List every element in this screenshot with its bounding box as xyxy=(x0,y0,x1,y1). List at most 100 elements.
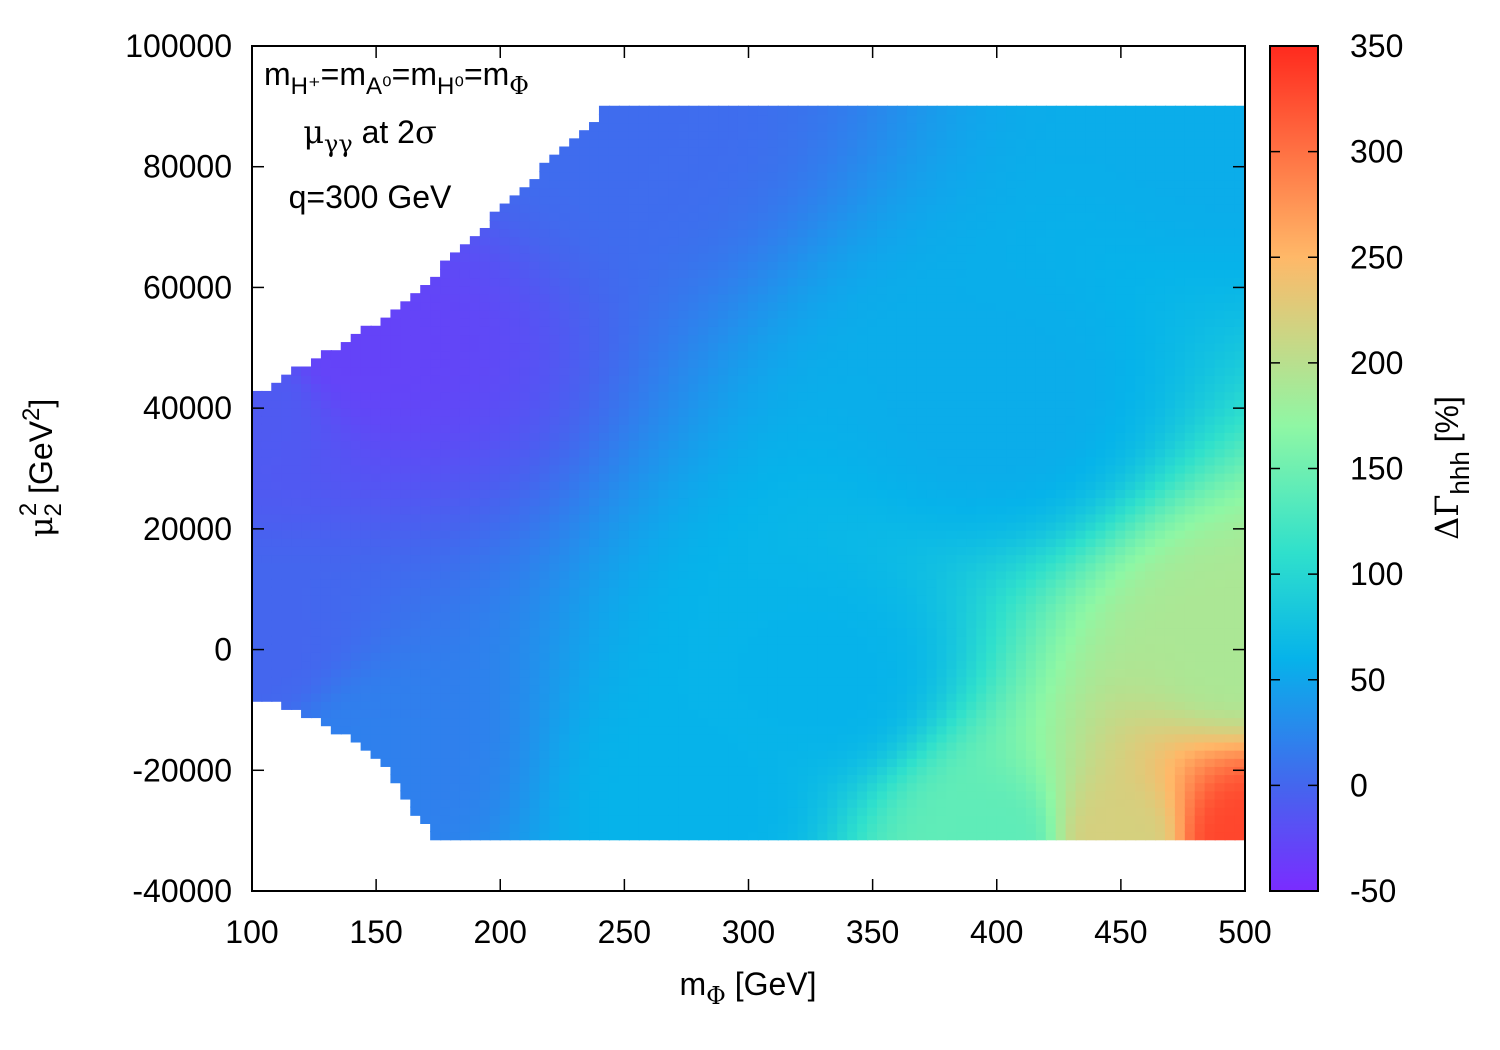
heatmap-cell xyxy=(499,285,511,295)
heatmap-cell xyxy=(410,619,422,629)
heatmap-cell xyxy=(817,366,829,376)
heatmap-cell xyxy=(598,782,611,792)
heatmap-cell xyxy=(450,798,462,808)
heatmap-cell xyxy=(847,276,859,287)
heatmap-cell xyxy=(648,472,660,482)
heatmap-cell xyxy=(688,236,700,246)
heatmap-cell xyxy=(698,244,710,254)
heatmap-cell xyxy=(608,350,621,360)
heatmap-cell xyxy=(638,830,650,841)
heatmap-cell xyxy=(499,268,511,279)
heatmap-cell xyxy=(728,358,740,368)
heatmap-cell xyxy=(330,562,342,572)
heatmap-cell xyxy=(767,366,779,376)
heatmap-cell xyxy=(380,399,392,409)
heatmap-cell xyxy=(569,684,581,694)
heatmap-cell xyxy=(390,635,402,645)
heatmap-cell xyxy=(817,276,829,287)
heatmap-cell xyxy=(688,521,700,531)
heatmap-cell xyxy=(420,594,432,604)
heatmap-cell xyxy=(886,692,899,702)
heatmap-cell xyxy=(370,684,382,694)
heatmap-cell xyxy=(598,773,611,784)
heatmap-cell xyxy=(589,619,601,629)
heatmap-cell xyxy=(827,643,839,653)
heatmap-cell xyxy=(876,301,889,311)
heatmap-cell xyxy=(837,545,849,556)
heatmap-cell xyxy=(638,317,650,327)
heatmap-cell xyxy=(876,113,889,124)
heatmap-cell xyxy=(261,627,273,637)
heatmap-cell xyxy=(589,447,601,458)
heatmap-cell xyxy=(579,325,591,336)
heatmap-cell xyxy=(330,643,342,653)
heatmap-cell xyxy=(876,130,889,140)
heatmap-cell xyxy=(847,741,859,751)
heatmap-cell xyxy=(499,244,511,254)
heatmap-cell xyxy=(569,570,581,580)
heatmap-cell xyxy=(837,366,849,376)
heatmap-cell xyxy=(569,708,581,719)
heatmap-cell xyxy=(857,236,869,246)
heatmap-cell xyxy=(747,130,760,140)
heatmap-cell xyxy=(668,513,680,523)
heatmap-cell xyxy=(579,684,591,694)
heatmap-cell xyxy=(896,822,908,833)
heatmap-cell xyxy=(370,447,382,458)
heatmap-cell xyxy=(757,374,769,384)
heatmap-cell xyxy=(380,342,392,352)
heatmap-cell xyxy=(489,643,501,653)
heatmap-cell xyxy=(638,700,650,710)
heatmap-cell xyxy=(688,782,700,792)
heatmap-cell xyxy=(479,431,491,442)
heatmap-cell xyxy=(807,765,819,776)
heatmap-cell xyxy=(549,423,561,433)
heatmap-cell xyxy=(777,472,789,482)
heatmap-cell xyxy=(886,146,899,156)
heatmap-cell xyxy=(499,480,511,490)
heatmap-cell xyxy=(708,643,720,653)
heatmap-cell xyxy=(737,382,750,393)
heatmap-cell xyxy=(291,643,303,653)
heatmap-cell xyxy=(728,456,740,466)
heatmap-cell xyxy=(271,553,283,564)
heatmap-cell xyxy=(728,415,740,425)
heatmap-cell xyxy=(529,423,541,433)
heatmap-cell xyxy=(459,268,472,279)
heatmap-cell xyxy=(400,464,412,474)
heatmap-cell xyxy=(509,285,521,295)
heatmap-cell xyxy=(469,790,481,800)
heatmap-cell xyxy=(479,553,491,564)
heatmap-cell xyxy=(737,179,750,189)
heatmap-cell xyxy=(807,154,819,164)
heatmap-cell xyxy=(400,537,412,547)
heatmap-cell xyxy=(320,610,333,621)
heatmap-cell xyxy=(598,146,611,156)
heatmap-cell xyxy=(777,822,789,833)
heatmap-cell xyxy=(430,667,442,678)
heatmap-cell xyxy=(281,545,293,556)
heatmap-cell xyxy=(827,333,839,344)
heatmap-cell xyxy=(718,276,730,287)
heatmap-cell xyxy=(628,578,640,588)
heatmap-cell xyxy=(698,749,710,759)
heatmap-cell xyxy=(658,407,670,417)
heatmap-cell xyxy=(301,464,313,474)
heatmap-cell xyxy=(539,179,551,189)
heatmap-cell xyxy=(549,635,561,645)
heatmap-cell xyxy=(648,293,660,303)
heatmap-cell xyxy=(718,179,730,189)
heatmap-cell xyxy=(827,138,839,148)
heatmap-cell xyxy=(827,692,839,702)
heatmap-cell xyxy=(668,146,680,156)
heatmap-cell xyxy=(569,276,581,287)
heatmap-cell xyxy=(896,610,908,621)
heatmap-cell xyxy=(340,619,352,629)
heatmap-cell xyxy=(479,643,491,653)
heatmap-cell xyxy=(420,399,432,409)
heatmap-cell xyxy=(579,594,591,604)
heatmap-cell xyxy=(509,602,521,613)
heatmap-cell xyxy=(668,317,680,327)
heatmap-cell xyxy=(648,456,660,466)
heatmap-cell xyxy=(320,496,333,507)
